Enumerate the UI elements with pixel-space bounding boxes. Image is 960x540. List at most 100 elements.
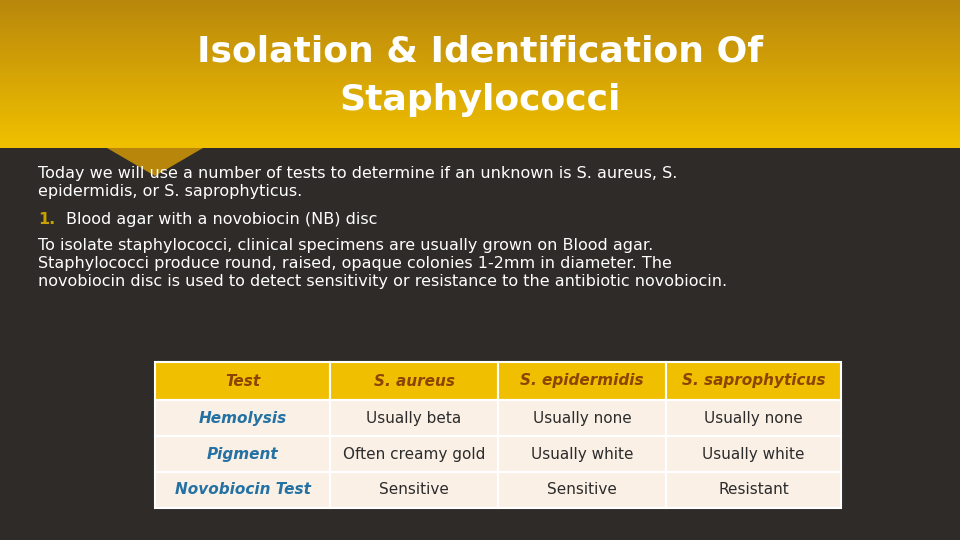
Bar (330, 472, 498, 508)
Bar (0, 91, 960, 94)
Bar (0, 109, 960, 111)
Text: Usually none: Usually none (704, 410, 803, 426)
Bar (0, 35, 960, 37)
Bar (0, 140, 960, 143)
Bar (0, 121, 960, 123)
Bar (0, 8, 960, 10)
Bar (0, 47, 960, 49)
Bar (0, 94, 960, 96)
Bar (0, 64, 960, 66)
Text: epidermidis, or S. saprophyticus.: epidermidis, or S. saprophyticus. (38, 184, 302, 199)
Text: Usually beta: Usually beta (367, 410, 462, 426)
Bar (0, 86, 960, 89)
Bar (498, 362, 666, 400)
Bar (0, 74, 960, 77)
Text: Isolation & Identification Of: Isolation & Identification Of (197, 35, 763, 69)
Bar (0, 113, 960, 116)
Bar (0, 44, 960, 47)
Text: Usually white: Usually white (531, 447, 634, 462)
Text: Often creamy gold: Often creamy gold (343, 447, 485, 462)
Text: Hemolysis: Hemolysis (199, 410, 287, 426)
Bar (155, 400, 330, 436)
Bar (330, 400, 498, 436)
Polygon shape (107, 148, 203, 176)
Bar (0, 146, 960, 148)
Bar (0, 15, 960, 17)
Bar (498, 472, 666, 508)
Bar (498, 436, 666, 472)
Text: Usually white: Usually white (703, 447, 804, 462)
Text: Today we will use a number of tests to determine if an unknown is S. aureus, S.: Today we will use a number of tests to d… (38, 166, 678, 181)
Bar (0, 101, 960, 104)
Bar (0, 12, 960, 15)
Bar (0, 27, 960, 30)
Bar (0, 143, 960, 146)
Bar (0, 62, 960, 64)
Text: S. saprophyticus: S. saprophyticus (682, 374, 826, 388)
Bar (0, 20, 960, 22)
Bar (0, 133, 960, 136)
Bar (666, 436, 841, 472)
Bar (0, 3, 960, 5)
Bar (0, 5, 960, 8)
Bar (0, 71, 960, 74)
Text: Novobiocin Test: Novobiocin Test (175, 483, 310, 497)
Bar (0, 10, 960, 12)
Bar (0, 30, 960, 32)
Bar (0, 52, 960, 54)
Text: Staphylococci produce round, raised, opaque colonies 1-2mm in diameter. The: Staphylococci produce round, raised, opa… (38, 256, 672, 271)
Bar (330, 362, 498, 400)
Bar (0, 136, 960, 138)
Bar (0, 111, 960, 113)
Bar (0, 89, 960, 91)
Text: Usually none: Usually none (533, 410, 632, 426)
Bar (0, 0, 960, 3)
Bar (330, 436, 498, 472)
Bar (0, 96, 960, 99)
Bar (0, 54, 960, 57)
Bar (0, 77, 960, 79)
Bar (498, 400, 666, 436)
Bar (0, 42, 960, 44)
Text: Test: Test (225, 374, 260, 388)
Bar (0, 106, 960, 109)
Text: To isolate staphylococci, clinical specimens are usually grown on Blood agar.: To isolate staphylococci, clinical speci… (38, 238, 653, 253)
Bar (666, 362, 841, 400)
Bar (0, 57, 960, 59)
Bar (0, 69, 960, 71)
Bar (0, 123, 960, 126)
Text: Blood agar with a novobiocin (NB) disc: Blood agar with a novobiocin (NB) disc (66, 212, 377, 227)
Bar (155, 362, 330, 400)
Bar (0, 59, 960, 62)
Bar (0, 131, 960, 133)
Bar (155, 436, 330, 472)
Text: S. epidermidis: S. epidermidis (520, 374, 644, 388)
Bar (0, 37, 960, 39)
Text: S. aureus: S. aureus (373, 374, 454, 388)
Bar (0, 138, 960, 140)
Bar (0, 118, 960, 121)
Bar (0, 25, 960, 27)
Bar (0, 126, 960, 129)
Text: Staphylococci: Staphylococci (339, 83, 621, 117)
Text: novobiocin disc is used to detect sensitivity or resistance to the antibiotic no: novobiocin disc is used to detect sensit… (38, 274, 727, 289)
Bar (0, 82, 960, 84)
Bar (0, 22, 960, 25)
Bar (0, 32, 960, 35)
Bar (0, 84, 960, 86)
Text: 1.: 1. (38, 212, 56, 227)
Text: Resistant: Resistant (718, 483, 789, 497)
Bar (0, 66, 960, 69)
Bar (0, 49, 960, 52)
Text: Sensitive: Sensitive (547, 483, 617, 497)
Bar (155, 472, 330, 508)
Bar (666, 400, 841, 436)
Bar (0, 116, 960, 118)
Bar (0, 99, 960, 101)
Text: Pigment: Pigment (206, 447, 278, 462)
Bar (0, 104, 960, 106)
Bar (666, 472, 841, 508)
Bar (0, 129, 960, 131)
Text: Sensitive: Sensitive (379, 483, 449, 497)
Bar (0, 17, 960, 20)
